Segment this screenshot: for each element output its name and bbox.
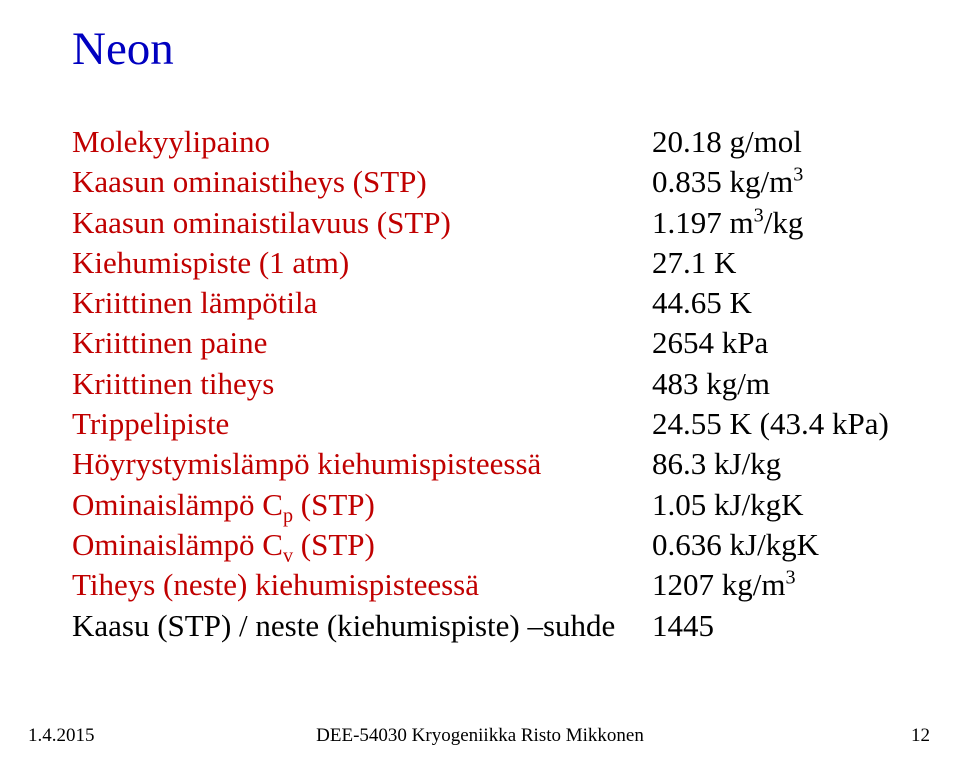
property-row: Kriittinen paine2654 kPa: [72, 323, 900, 363]
property-row: Kiehumispiste (1 atm)27.1 K: [72, 243, 900, 283]
property-label: Kriittinen paine: [72, 323, 652, 363]
property-label: Ominaislämpö Cv (STP): [72, 525, 652, 565]
property-value: 0.636 kJ/kgK: [652, 525, 819, 565]
property-value: 2654 kPa: [652, 323, 768, 363]
properties-list: Molekyylipaino20.18 g/molKaasun ominaist…: [72, 122, 900, 646]
property-label: Molekyylipaino: [72, 122, 652, 162]
slide: Neon Molekyylipaino20.18 g/molKaasun omi…: [0, 0, 960, 646]
property-row: Kriittinen lämpötila44.65 K: [72, 283, 900, 323]
property-value: 1207 kg/m3: [652, 565, 796, 605]
property-value: 1.05 kJ/kgK: [652, 485, 804, 525]
footer-page: 12: [911, 725, 930, 747]
property-row: Molekyylipaino20.18 g/mol: [72, 122, 900, 162]
property-label: Kaasun ominaistilavuus (STP): [72, 203, 652, 243]
property-label: Kaasu (STP) / neste (kiehumispiste) –suh…: [72, 606, 652, 646]
property-value: 44.65 K: [652, 283, 752, 323]
property-value: 0.835 kg/m3: [652, 162, 803, 202]
footer-center: DEE-54030 Kryogeniikka Risto Mikkonen: [0, 725, 960, 747]
property-row: Trippelipiste24.55 K (43.4 kPa): [72, 404, 900, 444]
property-row: Kriittinen tiheys483 kg/m: [72, 364, 900, 404]
property-value: 20.18 g/mol: [652, 122, 802, 162]
property-label: Kaasun ominaistiheys (STP): [72, 162, 652, 202]
property-label: Kiehumispiste (1 atm): [72, 243, 652, 283]
property-value: 483 kg/m: [652, 364, 770, 404]
property-row: Höyrystymislämpö kiehumispisteessä86.3 k…: [72, 444, 900, 484]
property-row: Tiheys (neste) kiehumispisteessä1207 kg/…: [72, 565, 900, 605]
property-label: Kriittinen tiheys: [72, 364, 652, 404]
property-label: Ominaislämpö Cp (STP): [72, 485, 652, 525]
property-row: Kaasun ominaistilavuus (STP)1.197 m3/kg: [72, 203, 900, 243]
property-value: 27.1 K: [652, 243, 736, 283]
property-label: Kriittinen lämpötila: [72, 283, 652, 323]
property-label: Tiheys (neste) kiehumispisteessä: [72, 565, 652, 605]
property-row: Ominaislämpö Cp (STP)1.05 kJ/kgK: [72, 485, 900, 525]
property-value: 1.197 m3/kg: [652, 203, 803, 243]
property-value: 86.3 kJ/kg: [652, 444, 781, 484]
page-title: Neon: [72, 22, 900, 76]
property-row: Kaasu (STP) / neste (kiehumispiste) –suh…: [72, 606, 900, 646]
property-value: 24.55 K (43.4 kPa): [652, 404, 889, 444]
property-row: Kaasun ominaistiheys (STP)0.835 kg/m3: [72, 162, 900, 202]
property-label: Trippelipiste: [72, 404, 652, 444]
property-value: 1445: [652, 606, 714, 646]
property-label: Höyrystymislämpö kiehumispisteessä: [72, 444, 652, 484]
property-row: Ominaislämpö Cv (STP)0.636 kJ/kgK: [72, 525, 900, 565]
